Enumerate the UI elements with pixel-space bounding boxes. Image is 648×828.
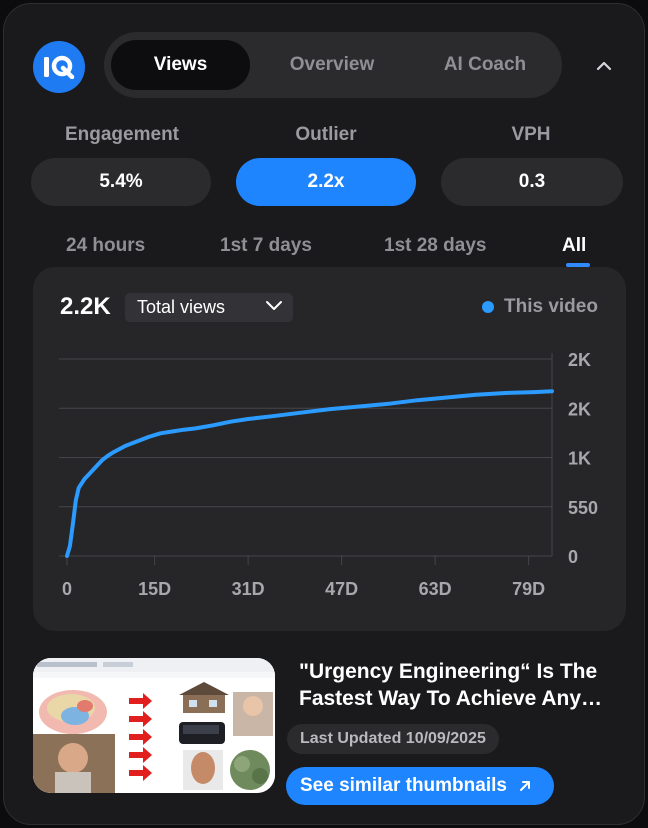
- x-tick-label: 15D: [138, 579, 171, 599]
- x-tick-label: 79D: [512, 579, 545, 599]
- iq-logo-icon: [44, 55, 75, 79]
- y-tick-label: 550: [568, 498, 598, 518]
- period-first-28-days[interactable]: 1st 28 days: [384, 235, 487, 256]
- x-tick-label: 63D: [419, 579, 452, 599]
- view-tabs: Views Overview AI Coach: [104, 32, 562, 98]
- video-thumbnail[interactable]: [33, 658, 275, 793]
- outlier-label: Outlier: [295, 124, 357, 145]
- y-tick-label: 0: [568, 547, 578, 567]
- engagement-value[interactable]: 5.4%: [31, 158, 211, 206]
- chart-metric-select[interactable]: Total views: [125, 293, 293, 322]
- y-tick-label: 2K: [568, 399, 591, 419]
- period-24-hours[interactable]: 24 hours: [66, 235, 146, 256]
- views-line-chart: 0 550 1K 2K 2K 0 15D 31D 47D 63D 79D: [59, 350, 598, 599]
- last-updated-badge: Last Updated 10/09/2025: [287, 724, 499, 754]
- period-all[interactable]: All: [562, 235, 587, 256]
- collapse-button[interactable]: [590, 52, 618, 80]
- chevron-up-icon: [596, 61, 612, 71]
- chart-metric-select-value: Total views: [137, 297, 226, 317]
- vph-value[interactable]: 0.3: [441, 158, 623, 206]
- chart-total-value: 2.2K: [60, 293, 111, 320]
- thumbnail-image: [33, 658, 275, 793]
- tab-ai-coach[interactable]: AI Coach: [443, 54, 527, 75]
- tab-views[interactable]: Views: [111, 40, 250, 90]
- series-line-this-video: [65, 389, 554, 558]
- video-title[interactable]: "Urgency Engineering“ Is The Fastest Way…: [299, 660, 603, 710]
- y-tick-label: 2K: [568, 350, 591, 370]
- engagement-label: Engagement: [64, 124, 180, 145]
- vph-label: VPH: [511, 124, 551, 145]
- chevron-down-icon: [266, 301, 282, 310]
- y-tick-label: 1K: [568, 449, 591, 469]
- tab-overview[interactable]: Overview: [289, 54, 375, 75]
- period-first-7-days[interactable]: 1st 7 days: [220, 235, 312, 256]
- views-chart-card: 2.2K Total views This video 0 550 1K 2K 2K 0 1…: [33, 267, 626, 631]
- legend-dot: [482, 301, 494, 313]
- see-similar-label: See similar thumbnails: [300, 775, 507, 796]
- see-similar-thumbnails-button[interactable]: See similar thumbnails: [286, 767, 554, 805]
- period-active-indicator: [566, 263, 590, 267]
- arrow-up-right-icon: [519, 781, 530, 791]
- legend-label: This video: [504, 296, 598, 317]
- outlier-value[interactable]: 2.2x: [236, 158, 416, 206]
- x-tick-label: 0: [62, 579, 72, 599]
- analytics-panel: Views Overview AI Coach Engagement Outli…: [3, 3, 645, 825]
- x-tick-label: 47D: [325, 579, 358, 599]
- x-tick-label: 31D: [232, 579, 265, 599]
- chart-legend[interactable]: This video: [482, 296, 598, 318]
- app-logo[interactable]: [33, 41, 85, 93]
